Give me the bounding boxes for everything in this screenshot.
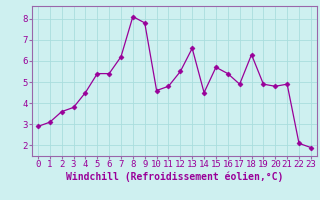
X-axis label: Windchill (Refroidissement éolien,°C): Windchill (Refroidissement éolien,°C) — [66, 172, 283, 182]
